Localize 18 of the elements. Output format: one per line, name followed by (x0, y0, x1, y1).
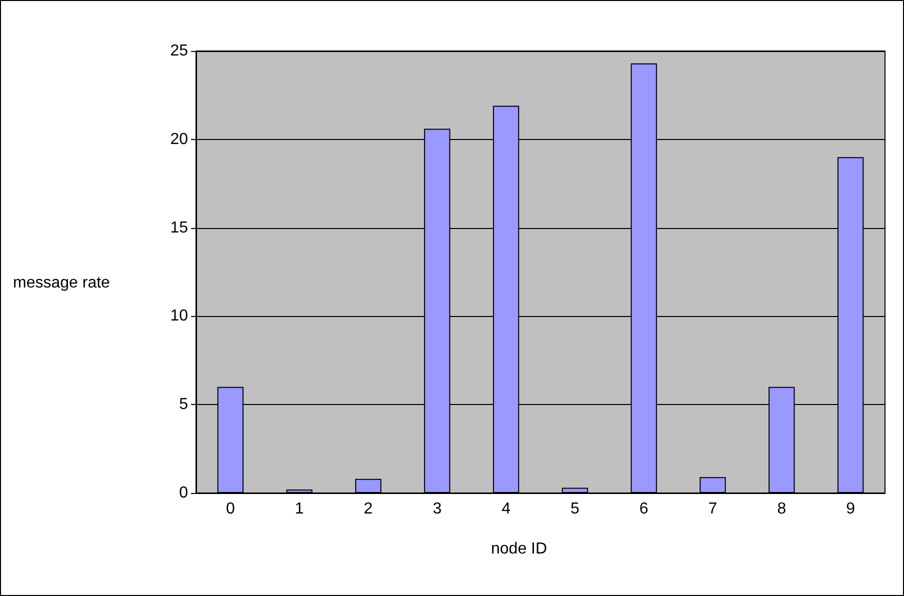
y-tick-label: 5 (179, 396, 188, 414)
x-tick-label: 3 (432, 500, 442, 518)
x-tick-label: 6 (639, 500, 648, 518)
y-tick-label: 10 (170, 308, 188, 325)
x-tick-label: 4 (502, 500, 511, 518)
y-tick-label: 15 (170, 219, 188, 236)
x-tick-label: 5 (570, 500, 580, 518)
y-tick-label: 0 (179, 484, 188, 502)
x-tick-label: 7 (708, 500, 718, 518)
x-tick-label: 9 (846, 500, 856, 518)
x-tick-label: 2 (364, 500, 373, 518)
x-tick-label: 8 (777, 500, 786, 518)
y-tick-label: 20 (170, 130, 188, 148)
y-tick-label: 25 (170, 42, 188, 60)
x-tick-label: 0 (226, 500, 235, 518)
y-axis-title: message rate (13, 274, 110, 292)
x-tick-label: 1 (294, 500, 304, 518)
x-axis-title: node ID (491, 540, 548, 558)
